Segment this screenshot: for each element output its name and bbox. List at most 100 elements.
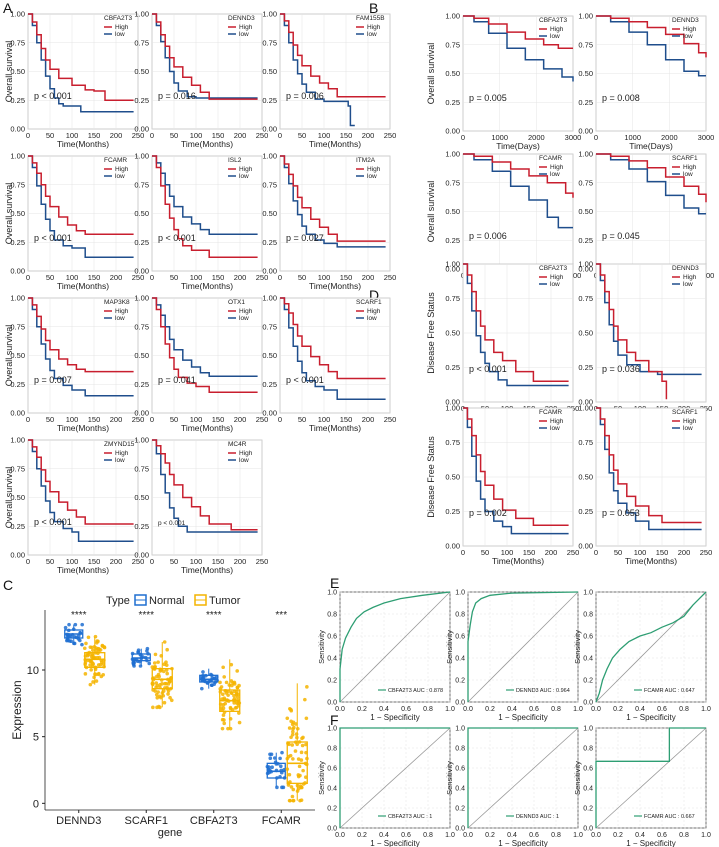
significance-label: **** [206, 610, 222, 621]
x-tick-label: 150 [212, 415, 225, 424]
y-tick-label: 0.25 [134, 238, 149, 247]
y-tick-label: 0.50 [262, 351, 277, 360]
series-high-curve [28, 155, 134, 235]
y-tick-label: 1.00 [445, 150, 460, 159]
data-point [237, 720, 242, 725]
x-tick-label: 0 [150, 557, 154, 566]
data-point [89, 659, 94, 664]
data-point [91, 648, 95, 653]
p-value-label: p < 0.001 [469, 364, 507, 374]
legend-title: DENND3 [672, 17, 699, 24]
legend-high-label: High [367, 166, 381, 173]
y-axis-title: Disease Free Status [426, 436, 436, 518]
data-point [287, 726, 292, 730]
p-value-label: p = 0.053 [602, 508, 640, 518]
y-tick-label: 0.4 [455, 786, 465, 793]
x-tick-label: 0.6 [401, 706, 411, 713]
x-tick-label: 100 [66, 557, 79, 566]
legend-high-label: High [683, 26, 697, 33]
data-point [154, 692, 159, 697]
legend-high-label: High [367, 308, 381, 315]
x-tick-label: 200 [234, 131, 247, 140]
y-tick-label: 0.25 [10, 238, 25, 247]
x-axis-title: Time(Months) [309, 423, 361, 433]
y-tick-label: 0.50 [578, 69, 593, 78]
roc-curve [595, 727, 706, 828]
x-tick-label: 0 [278, 273, 282, 282]
series-high-curve [463, 153, 574, 198]
data-point [86, 635, 91, 640]
data-point [292, 725, 296, 730]
data-point [304, 716, 309, 721]
y-tick-label: 0.00 [134, 125, 149, 134]
legend-title: OTX1 [228, 299, 245, 306]
x-axis-title: Time(Months) [181, 423, 233, 433]
x-tick-label: 0.0 [591, 832, 601, 839]
y-tick-label: 0.8 [455, 612, 465, 619]
series-high-curve [463, 263, 569, 383]
roc-curve [467, 727, 578, 828]
data-point [156, 660, 160, 664]
y-axis-title: Sensitivity [317, 630, 326, 664]
y-tick-label: 0.00 [134, 409, 149, 418]
data-point [300, 743, 305, 748]
data-point [169, 698, 174, 703]
data-point [168, 695, 172, 700]
data-point [229, 679, 234, 683]
p-value-label: p = 0.041 [158, 375, 196, 385]
y-tick-label: 0.25 [578, 363, 593, 372]
legend-low-label: low [115, 457, 125, 464]
y-axis-title: Sensitivity [445, 761, 454, 795]
x-tick-label: 0.4 [379, 706, 389, 713]
y-axis-title: Overall survival [4, 183, 14, 245]
x-tick-label: 150 [88, 415, 101, 424]
x-tick-label: 0.6 [529, 832, 539, 839]
y-tick-label: 0.25 [10, 522, 25, 531]
y-tick-label: 1.00 [262, 294, 277, 303]
data-point [136, 650, 140, 654]
panel-label-B: B [369, 0, 378, 16]
p-value-label: p = 0.002 [469, 508, 507, 518]
data-point [299, 798, 304, 802]
x-tick-label: 0.2 [357, 832, 367, 839]
x-tick-label: 100 [190, 273, 203, 282]
legend-high-label: High [550, 164, 564, 171]
data-point [101, 672, 105, 677]
data-point [228, 706, 233, 711]
y-tick-label: 0.00 [578, 265, 593, 274]
x-tick-label: 250 [132, 415, 145, 424]
data-point [296, 773, 301, 777]
y-tick-label: 0.25 [134, 522, 149, 531]
p-value-label: p < 0.001 [34, 233, 72, 243]
data-point [82, 646, 87, 651]
data-point [290, 794, 295, 799]
x-tick-label: CBFA2T3 [190, 815, 238, 827]
data-point [290, 743, 295, 747]
x-tick-label: 100 [318, 273, 331, 282]
data-point [92, 675, 96, 680]
legend-title: DENND3 [228, 15, 255, 22]
data-point [138, 664, 143, 668]
y-tick-label: 1.00 [134, 10, 149, 19]
legend-low-label: low [239, 315, 249, 322]
data-point [221, 692, 225, 697]
y-tick-label: 0.75 [134, 322, 149, 331]
y-tick-label: 0.50 [578, 329, 593, 338]
data-point [296, 786, 301, 791]
x-tick-label: 0.0 [335, 706, 345, 713]
series-high-curve [280, 297, 386, 380]
legend-title: FAM155B [356, 15, 385, 22]
legend-low-label: low [550, 33, 560, 40]
x-tick-label: 150 [340, 415, 353, 424]
y-tick-label: 0.50 [578, 207, 593, 216]
y-tick-label: 0.25 [262, 380, 277, 389]
series-low-curve [596, 153, 706, 215]
y-tick-label: 1.0 [327, 726, 337, 733]
data-point [84, 641, 88, 646]
y-tick-label: 0.25 [445, 236, 460, 245]
data-point [296, 726, 300, 731]
data-point [150, 665, 155, 669]
x-axis-title: 1 − Specificity [498, 839, 548, 847]
x-tick-label: 0.8 [423, 832, 433, 839]
data-point [95, 639, 99, 643]
